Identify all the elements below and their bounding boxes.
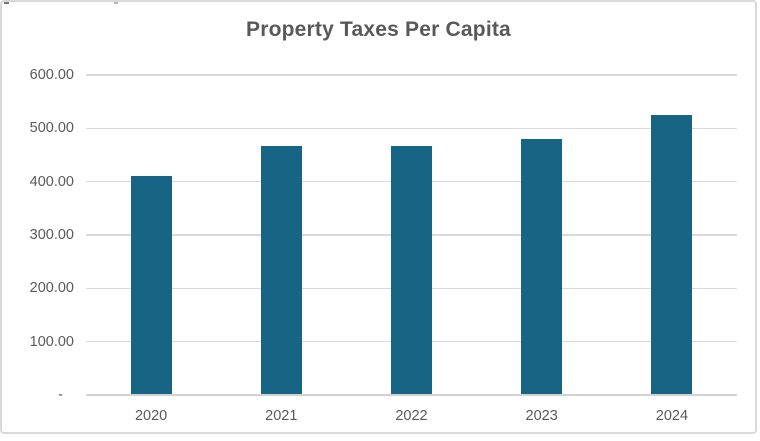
y-axis-label: 500.00 xyxy=(29,120,74,137)
gridline xyxy=(86,74,737,76)
y-axis-label: 100.00 xyxy=(29,333,74,350)
bar-2022[interactable] xyxy=(391,145,432,394)
y-axis-label: 300.00 xyxy=(29,227,74,243)
bar-2023[interactable] xyxy=(521,139,563,394)
x-axis-label: 2022 xyxy=(395,408,428,424)
gridline xyxy=(86,127,737,130)
border-artifact-mid xyxy=(114,2,118,4)
plot-area xyxy=(86,74,737,397)
bar-2020[interactable] xyxy=(130,175,172,394)
bar-2021[interactable] xyxy=(260,145,302,394)
x-axis-label: 2021 xyxy=(265,408,298,424)
y-axis-label: 400.00 xyxy=(29,173,74,190)
y-axis-label: 600.00 xyxy=(29,67,74,83)
chart-title: Property Taxes Per Capita xyxy=(246,18,511,41)
y-axis-label: 200.00 xyxy=(29,280,74,297)
x-axis-label: 2020 xyxy=(134,408,168,424)
x-axis-label: 2024 xyxy=(655,408,689,424)
y-axis-label: - xyxy=(58,387,63,403)
x-axis-label: 2023 xyxy=(525,408,558,424)
bar-2024[interactable] xyxy=(651,115,693,394)
x-axis-line xyxy=(86,394,737,397)
border-artifact-left xyxy=(4,2,9,4)
